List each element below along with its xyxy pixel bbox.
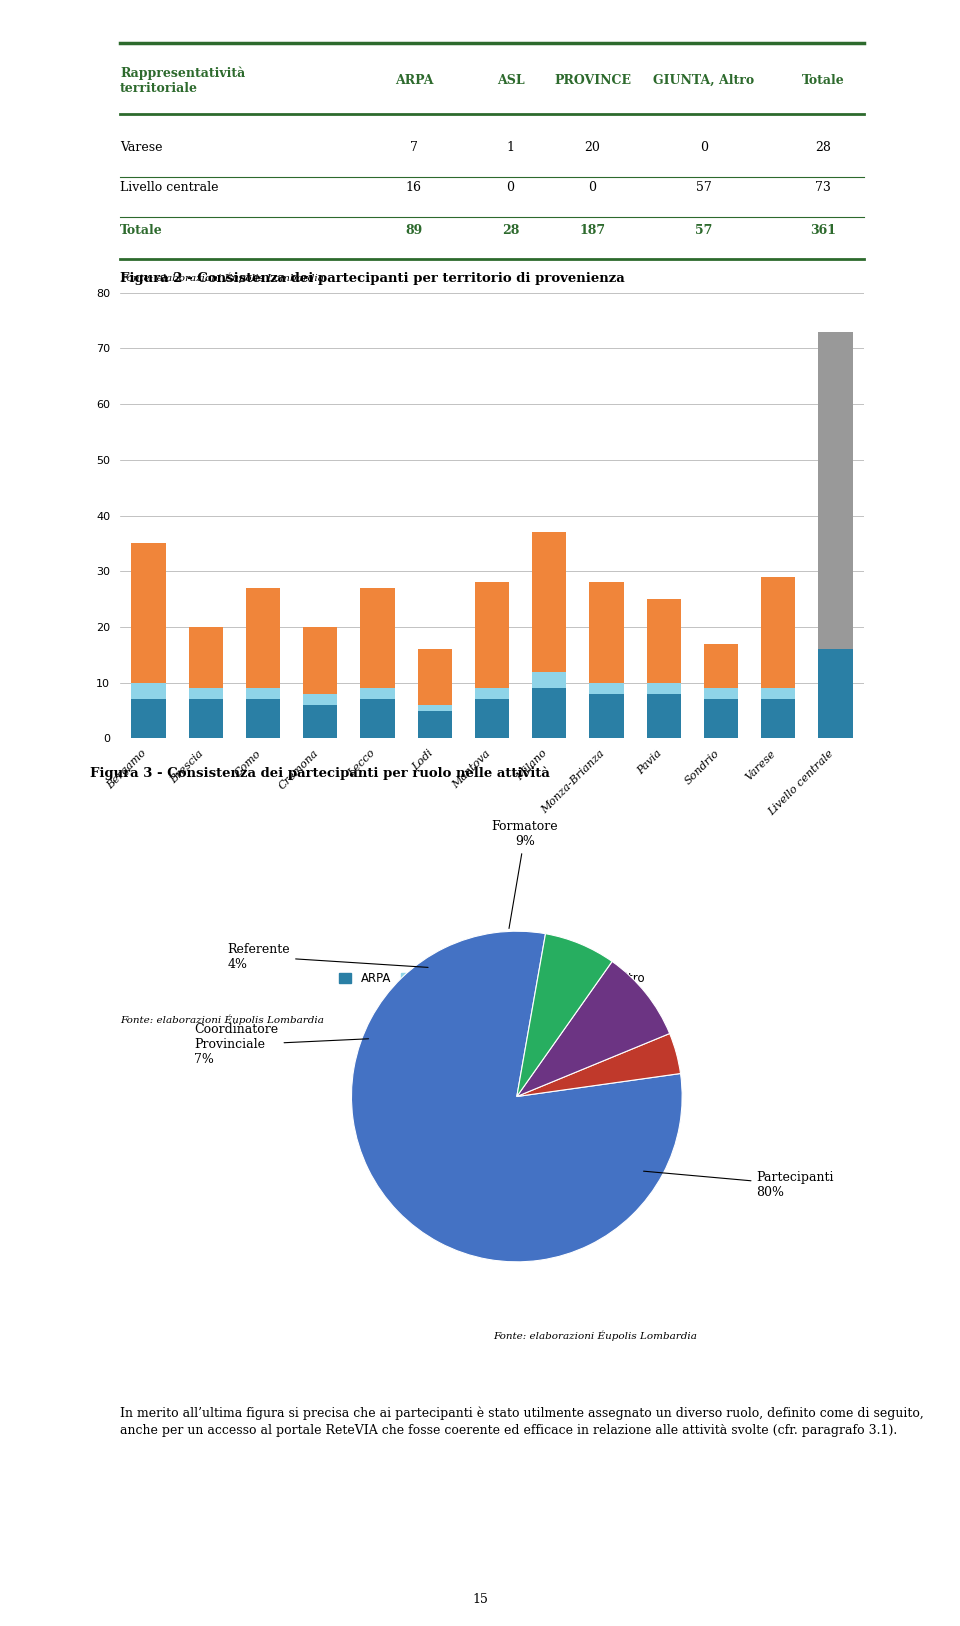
Wedge shape <box>351 932 683 1262</box>
Text: Fonte: elaborazioni Éupolis Lombardia: Fonte: elaborazioni Éupolis Lombardia <box>120 1015 324 1026</box>
Text: 15: 15 <box>472 1593 488 1606</box>
Text: Referente
4%: Referente 4% <box>228 943 428 971</box>
Bar <box>303 706 338 738</box>
Bar <box>761 688 795 699</box>
Text: 73: 73 <box>815 180 831 193</box>
Bar <box>704 699 738 738</box>
Text: 28: 28 <box>502 224 519 237</box>
Text: Partecipanti
80%: Partecipanti 80% <box>643 1171 834 1198</box>
Text: Figura 3 - Consistenza dei partecipanti per ruolo nelle attività: Figura 3 - Consistenza dei partecipanti … <box>90 766 550 780</box>
Text: GIUNTA, Altro: GIUNTA, Altro <box>654 75 755 88</box>
Bar <box>303 694 338 706</box>
Text: 57: 57 <box>696 180 712 193</box>
Text: 28: 28 <box>815 141 831 154</box>
Bar <box>646 694 681 738</box>
Text: 0: 0 <box>588 180 596 193</box>
Text: 20: 20 <box>585 141 600 154</box>
Text: 57: 57 <box>695 224 712 237</box>
Bar <box>475 582 509 688</box>
Text: 0: 0 <box>700 141 708 154</box>
Wedge shape <box>516 961 670 1096</box>
Bar <box>818 332 852 649</box>
Text: Figura 2 - Consistenza dei partecipanti per territorio di provenienza: Figura 2 - Consistenza dei partecipanti … <box>120 272 625 285</box>
Bar <box>532 672 566 688</box>
Bar <box>418 711 452 738</box>
Bar <box>418 706 452 711</box>
Text: In merito all’ultima figura si precisa che ai partecipanti è stato utilmente ass: In merito all’ultima figura si precisa c… <box>120 1406 924 1437</box>
Text: Totale: Totale <box>120 224 163 237</box>
Bar <box>360 589 395 688</box>
Bar <box>589 582 624 683</box>
Wedge shape <box>516 1034 681 1096</box>
Bar <box>532 532 566 672</box>
Bar <box>475 688 509 699</box>
Bar <box>360 699 395 738</box>
Text: 7: 7 <box>410 141 418 154</box>
Bar <box>189 699 223 738</box>
Bar <box>246 589 280 688</box>
Bar <box>475 699 509 738</box>
Text: Coordinatore
Provinciale
7%: Coordinatore Provinciale 7% <box>194 1023 369 1067</box>
Bar <box>189 628 223 688</box>
Text: Fonte: elaborazioni Éupolis Lombardia: Fonte: elaborazioni Éupolis Lombardia <box>493 1330 698 1341</box>
Bar <box>360 688 395 699</box>
Text: 361: 361 <box>810 224 836 237</box>
Text: ASL: ASL <box>496 75 524 88</box>
Bar <box>761 699 795 738</box>
Bar <box>246 699 280 738</box>
Text: Fonte: elaborazioni Éupolis Lombardia: Fonte: elaborazioni Éupolis Lombardia <box>120 273 324 283</box>
Bar <box>704 688 738 699</box>
Bar <box>132 683 166 699</box>
Bar <box>589 694 624 738</box>
Text: 1: 1 <box>507 141 515 154</box>
Legend: ARPA, ASL, PROVINCE, GIUNTA, Altro: ARPA, ASL, PROVINCE, GIUNTA, Altro <box>335 967 649 990</box>
Bar <box>646 598 681 683</box>
Bar <box>589 683 624 694</box>
Text: 16: 16 <box>406 180 421 193</box>
Bar <box>189 688 223 699</box>
Text: Rappresentatività
territoriale: Rappresentatività territoriale <box>120 67 245 94</box>
Bar <box>646 683 681 694</box>
Text: 89: 89 <box>405 224 422 237</box>
Bar <box>704 644 738 688</box>
Text: 187: 187 <box>580 224 606 237</box>
Bar <box>303 628 338 694</box>
Text: Varese: Varese <box>120 141 162 154</box>
Text: Totale: Totale <box>802 75 845 88</box>
Text: Livello centrale: Livello centrale <box>120 180 219 193</box>
Text: 0: 0 <box>507 180 515 193</box>
Bar <box>132 543 166 683</box>
Wedge shape <box>516 933 612 1096</box>
Bar <box>532 688 566 738</box>
Text: PROVINCE: PROVINCE <box>554 75 631 88</box>
Text: Formatore
9%: Formatore 9% <box>492 820 559 928</box>
Bar <box>818 649 852 738</box>
Bar <box>132 699 166 738</box>
Bar <box>418 649 452 706</box>
Text: ARPA: ARPA <box>395 75 433 88</box>
Bar <box>246 688 280 699</box>
Bar <box>761 577 795 688</box>
